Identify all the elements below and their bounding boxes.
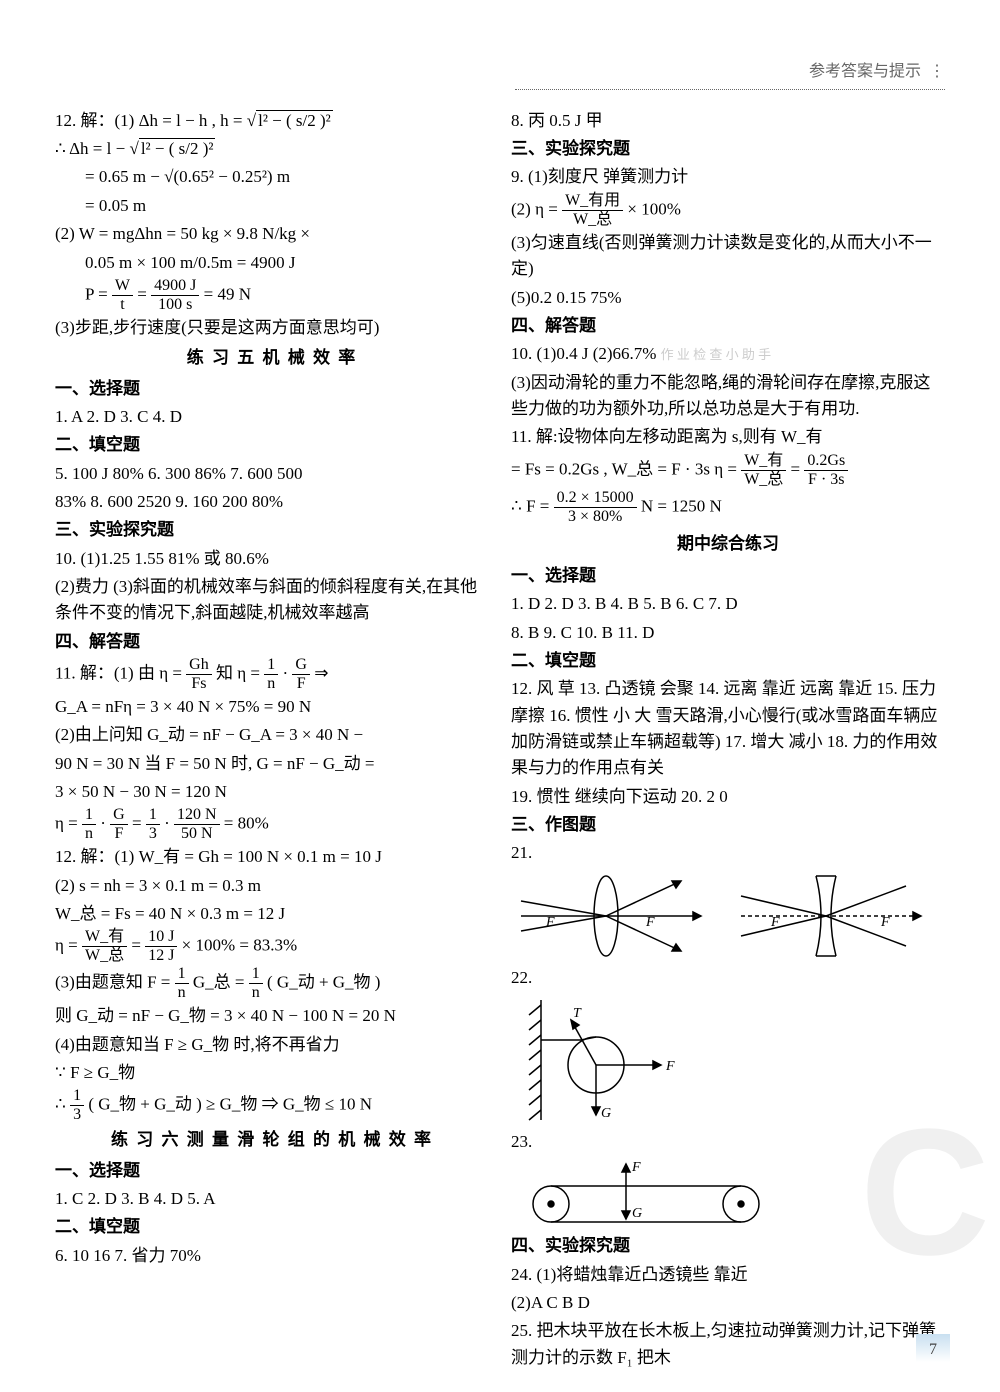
ex5-q12h: ∵ F ≥ G_物: [55, 1060, 489, 1086]
ex5-q12g: (4)由题意知当 F ≥ G_物 时,将不再省力: [55, 1032, 489, 1058]
mid-q23: 23.: [511, 1129, 945, 1155]
ex6-sec2: 二、填空题: [55, 1214, 489, 1240]
ex5-q12a: 12. 解：(1) W_有 = Gh = 100 N × 0.1 m = 10 …: [55, 844, 489, 870]
svg-text:F: F: [665, 1059, 675, 1074]
p12-eq3: = 0.65 m − √(0.65² − 0.25²) m: [55, 164, 489, 190]
right-column: 8. 丙 0.5 J 甲 三、实验探究题 9. (1)刻度尺 弹簧测力计 (2)…: [511, 108, 945, 1373]
p12-eq1: 12. 解：(1) Δh = l − h , h = √l² − ( s/2 )…: [55, 108, 489, 134]
ex5-q12i: ∴ 13 ( G_物 + G_动 ) ≥ G_物 ⇒ G_物 ≤ 10 N: [55, 1088, 489, 1123]
ex5-title: 练 习 五 机 械 效 率: [55, 345, 489, 371]
mid-title: 期中综合练习: [511, 531, 945, 557]
mid-sec1: 一、选择题: [511, 563, 945, 589]
ex5-q12e: (3)由题意知 F = 1n G_总 = 1n ( G_动 + G_物 ): [55, 966, 489, 1001]
figure-23: F G: [511, 1159, 781, 1229]
page-number: 7: [916, 1334, 950, 1362]
r-q11a: 11. 解:设物体向左移动距离为 s,则有 W_有: [511, 424, 945, 450]
svg-text:G: G: [632, 1206, 642, 1221]
mid-line2: 8. B 9. C 10. B 11. D: [511, 620, 945, 646]
p12-part2a: (2) W = mgΔhn = 50 kg × 9.8 N/kg ×: [55, 221, 489, 247]
svg-text:F: F: [545, 915, 555, 930]
svg-text:F: F: [645, 915, 655, 930]
mid-sec3: 三、作图题: [511, 812, 945, 838]
ex5-q12b: (2) s = nh = 3 × 0.1 m = 0.3 m: [55, 873, 489, 899]
r-sec3: 三、实验探究题: [511, 136, 945, 162]
mid-sec4: 四、实验探究题: [511, 1233, 945, 1259]
ex5-q12d: η = W_有W_总 = 10 J12 J × 100% = 83.3%: [55, 929, 489, 964]
content-columns: 12. 解：(1) Δh = l − h , h = √l² − ( s/2 )…: [55, 108, 945, 1373]
left-column: 12. 解：(1) Δh = l − h , h = √l² − ( s/2 )…: [55, 108, 489, 1373]
page-header: 参考答案与提示 ⋮: [55, 60, 945, 85]
p12-eq2: ∴ Δh = l − √l² − ( s/2 )²: [55, 136, 489, 162]
ex5-q10a: 10. (1)1.25 1.55 81% 或 80.6%: [55, 546, 489, 572]
r-q9b: (2) η = W_有用W_总 × 100%: [511, 193, 945, 228]
ex5-q11d: 90 N = 30 N 当 F = 50 N 时, G = nF − G_动 =: [55, 751, 489, 777]
r-sec4: 四、解答题: [511, 313, 945, 339]
ex6-q6-7: 6. 10 16 7. 省力 70%: [55, 1243, 489, 1269]
p12-eq4: = 0.05 m: [55, 193, 489, 219]
svg-text:G: G: [601, 1106, 611, 1121]
mid-q24a: 24. (1)将蜡烛靠近凸透镜些 靠近: [511, 1262, 945, 1288]
ex5-q11a: 11. 解：(1) 由 η = GhFs 知 η = 1n · GF ⇒: [55, 657, 489, 692]
r-q9c: (3)匀速直线(否则弹簧测力计读数是变化的,从而大小不一定): [511, 230, 945, 283]
ex5-q11e: 3 × 50 N − 30 N = 120 N: [55, 779, 489, 805]
ex5-q1-4: 1. A 2. D 3. C 4. D: [55, 404, 489, 430]
header-divider: [515, 89, 945, 90]
svg-text:T: T: [573, 1006, 582, 1021]
r-q10b: (3)因动滑轮的重力不能忽略,绳的滑轮间存在摩擦,克服这些力做的功为额外功,所以…: [511, 370, 945, 423]
svg-text:F: F: [880, 915, 890, 930]
r-q8: 8. 丙 0.5 J 甲: [511, 108, 945, 134]
ex6-sec1: 一、选择题: [55, 1158, 489, 1184]
figure-21: F F F F: [511, 871, 931, 961]
ex5-q5-7: 5. 100 J 80% 6. 300 86% 7. 600 500: [55, 461, 489, 487]
r-q9d: (5)0.2 0.15 75%: [511, 285, 945, 311]
ex5-q12c: W_总 = Fs = 40 N × 0.3 m = 12 J: [55, 901, 489, 927]
r-q10a: 10. (1)0.4 J (2)66.7% 作 业 检 查 小 助 手: [511, 341, 945, 367]
ex5-q10b: (2)费力 (3)斜面的机械效率与斜面的倾斜程度有关,在其他条件不变的情况下,斜…: [55, 574, 489, 627]
ex6-title: 练 习 六 测 量 滑 轮 组 的 机 械 效 率: [55, 1127, 489, 1153]
ex5-q12f: 则 G_动 = nF − G_物 = 3 × 40 N − 100 N = 20…: [55, 1003, 489, 1029]
mid-line4: 19. 惯性 继续向下运动 20. 2 0: [511, 784, 945, 810]
ex5-sec2: 二、填空题: [55, 432, 489, 458]
ex5-q11b: G_A = nFη = 3 × 40 N × 75% = 90 N: [55, 694, 489, 720]
mid-q22: 22.: [511, 965, 945, 991]
r-q9a: 9. (1)刻度尺 弹簧测力计: [511, 164, 945, 190]
r-q11b: = Fs = 0.2Gs , W_总 = F · 3s η = W_有W_总 =…: [511, 453, 945, 488]
mid-sec2: 二、填空题: [511, 648, 945, 674]
ex5-q11f: η = 1n · GF = 13 · 120 N50 N = 80%: [55, 807, 489, 842]
svg-text:F: F: [631, 1160, 641, 1175]
ex5-q5-7b: 83% 8. 600 2520 9. 160 200 80%: [55, 489, 489, 515]
p12-part2c: P = Wt = 4900 J100 s = 49 N: [55, 278, 489, 313]
ex6-q1-5: 1. C 2. D 3. B 4. D 5. A: [55, 1186, 489, 1212]
ex5-sec1: 一、选择题: [55, 376, 489, 402]
mid-q21: 21.: [511, 840, 945, 866]
r-q11c: ∴ F = 0.2 × 150003 × 80% N = 1250 N: [511, 490, 945, 525]
p12-part2b: 0.05 m × 100 m/0.5m = 4900 J: [55, 250, 489, 276]
ex5-sec3: 三、实验探究题: [55, 517, 489, 543]
mid-line3: 12. 风 草 13. 凸透镜 会聚 14. 远离 靠近 远离 靠近 15. 压…: [511, 676, 945, 781]
p12-part3: (3)步距,步行速度(只要是这两方面意思均可): [55, 315, 489, 341]
mid-line1: 1. D 2. D 3. B 4. B 5. B 6. C 7. D: [511, 591, 945, 617]
mid-q24b: (2)A C B D: [511, 1290, 945, 1316]
ex5-sec4: 四、解答题: [55, 629, 489, 655]
figure-22: T F G: [511, 995, 711, 1125]
header-title: 参考答案与提示: [809, 63, 921, 80]
mid-q25: 25. 把木块平放在长木板上,匀速拉动弹簧测力计,记下弹簧测力计的示数 F₁ 把…: [511, 1318, 945, 1371]
svg-text:F: F: [770, 915, 780, 930]
ex5-q11c: (2)由上问知 G_动 = nF − G_A = 3 × 40 N −: [55, 722, 489, 748]
